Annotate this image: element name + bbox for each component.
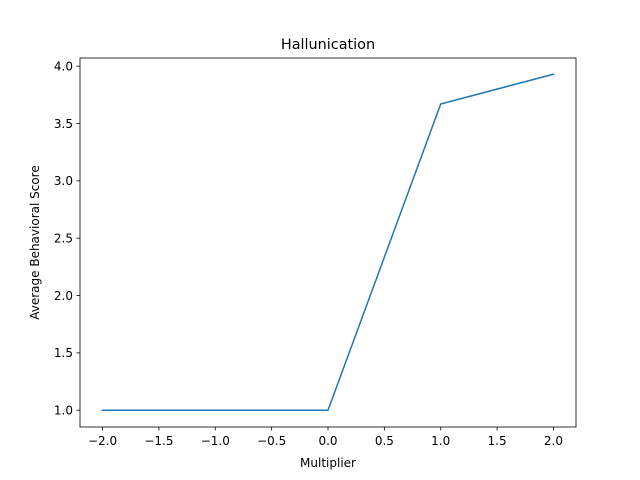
series-layer xyxy=(101,73,555,412)
x-axis: −2.0 −1.5 −1.0 −0.5 0.0 0.5 1.0 1.5 2.0 xyxy=(88,427,563,448)
y-axis-label: Average Behavioral Score xyxy=(28,165,42,320)
y-axis: 1.0 1.5 2.0 2.5 3.0 3.5 4.0 xyxy=(54,59,80,418)
y-tick-label: 2.0 xyxy=(54,289,73,303)
x-tick-label: −2.0 xyxy=(88,434,117,448)
x-tick-label: −1.0 xyxy=(201,434,230,448)
x-tick-label: 2.0 xyxy=(544,434,563,448)
chart-title: Hallunication xyxy=(281,37,375,53)
series-line xyxy=(101,73,555,412)
x-tick-label: 0.0 xyxy=(318,434,337,448)
y-tick-label: 1.5 xyxy=(54,346,73,360)
x-tick-label: 1.0 xyxy=(431,434,450,448)
x-tick-label: 0.5 xyxy=(375,434,394,448)
plot-area-frame xyxy=(79,57,577,428)
x-tick-label: 1.5 xyxy=(488,434,507,448)
y-tick-label: 3.5 xyxy=(54,117,73,131)
y-tick-label: 1.0 xyxy=(54,404,73,418)
y-tick-label: 2.5 xyxy=(54,231,73,245)
x-tick-label: −1.5 xyxy=(144,434,173,448)
x-axis-label: Multiplier xyxy=(300,456,356,470)
y-tick-label: 4.0 xyxy=(54,59,73,73)
x-tick-label: −0.5 xyxy=(257,434,286,448)
y-tick-label: 3.0 xyxy=(54,174,73,188)
